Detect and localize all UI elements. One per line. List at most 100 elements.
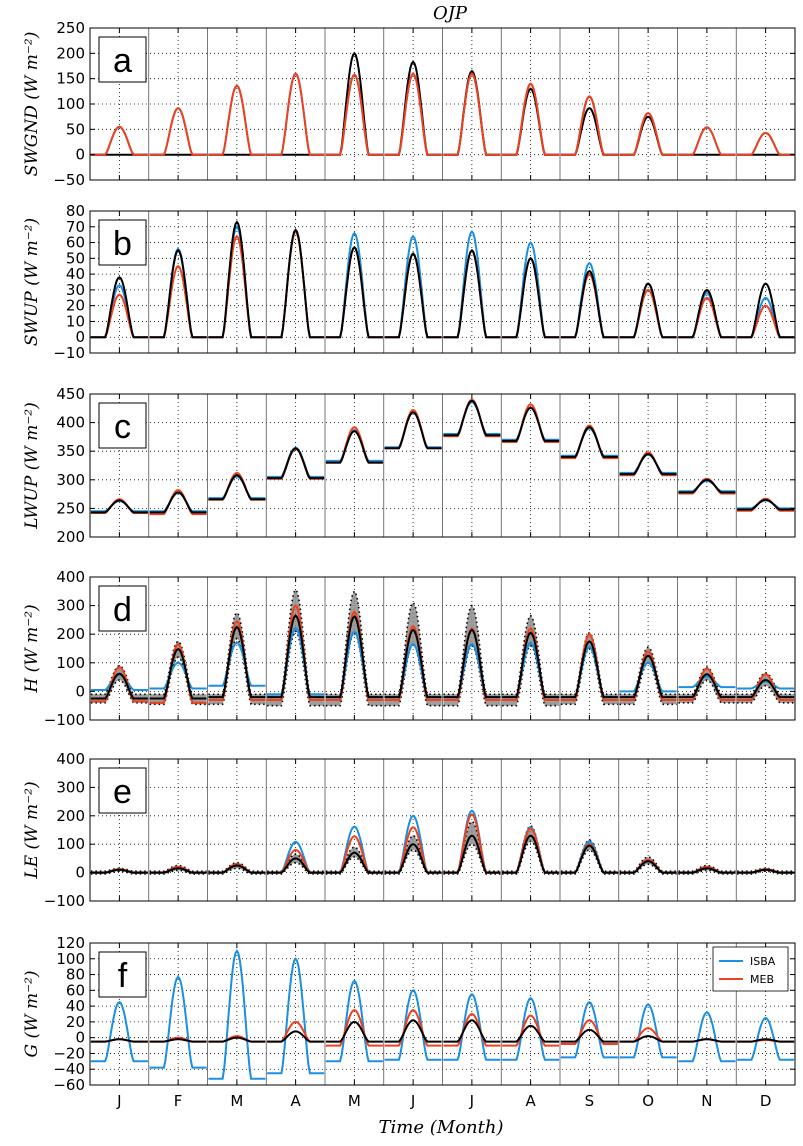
y-tick-label: −50 <box>53 171 85 189</box>
panel-label: d <box>113 591 132 629</box>
panel-label-box <box>98 36 147 83</box>
panel-label: b <box>113 225 132 263</box>
y-tick-label: 100 <box>56 654 85 672</box>
series-obs-line <box>90 614 795 700</box>
y-tick-label: 100 <box>56 95 85 113</box>
x-tick-label: A <box>290 1092 301 1110</box>
y-tick-label: 0 <box>75 146 85 164</box>
obs-lower-line <box>90 840 795 875</box>
legend-label-isba: ISBA <box>750 955 776 968</box>
x-tick-label: J <box>116 1092 121 1110</box>
y-axis-label: H (W m⁻²) <box>22 604 42 693</box>
y-axis-label: LWUP (W m⁻²) <box>22 402 42 530</box>
y-tick-label: 20 <box>66 1013 85 1031</box>
y-tick-label: 400 <box>56 750 85 768</box>
y-tick-label: 80 <box>66 966 85 984</box>
y-tick-label: −40 <box>53 1060 85 1078</box>
x-tick-label: O <box>642 1092 654 1110</box>
y-tick-label: 60 <box>66 981 85 999</box>
panel-e: −100 0 100 200 300 400 e LE (W m⁻²) <box>22 750 796 910</box>
series-meb-line <box>90 604 795 704</box>
y-tick-label: 30 <box>66 281 85 299</box>
y-tick-label: 300 <box>56 471 85 489</box>
y-tick-label: −100 <box>44 711 85 729</box>
series-meb-line <box>90 398 795 516</box>
panel-c: 200 250 300 350 400 450 c LWUP (W m⁻²) <box>22 385 796 546</box>
x-tick-label: S <box>585 1092 595 1110</box>
panel-a: −50 0 50 100 150 200 250 a SWGND (W m⁻²) <box>22 19 796 189</box>
y-tick-label: −10 <box>53 344 85 362</box>
y-tick-label: 400 <box>56 414 85 432</box>
y-tick-label: 50 <box>66 120 85 138</box>
panel-label-box <box>98 951 147 998</box>
y-tick-label: 120 <box>56 934 85 952</box>
panel-frame <box>89 942 796 1086</box>
y-tick-label: 450 <box>56 385 85 403</box>
y-tick-label: 20 <box>66 297 85 315</box>
series-obs-line <box>90 834 795 874</box>
panel-label: e <box>113 773 132 811</box>
y-tick-label: 40 <box>66 997 85 1015</box>
y-tick-label: 300 <box>56 597 85 615</box>
y-tick-label: 60 <box>66 234 85 252</box>
y-tick-label: 0 <box>75 864 85 882</box>
series-obs-line <box>90 399 795 514</box>
y-tick-label: 0 <box>75 328 85 346</box>
y-tick-label: 70 <box>66 218 85 236</box>
x-tick-label: N <box>701 1092 712 1110</box>
y-tick-label: 40 <box>66 265 85 283</box>
x-tick-label: F <box>174 1092 183 1110</box>
y-tick-label: 200 <box>56 528 85 546</box>
series-obs-line <box>90 220 795 339</box>
panel-label-box <box>98 402 147 449</box>
x-tick-label: J <box>469 1092 474 1110</box>
series-meb-line <box>90 72 795 156</box>
panel-label-box <box>98 767 147 814</box>
y-axis-label: LE (W m⁻²) <box>22 781 42 879</box>
legend-label-meb: MEB <box>750 973 774 986</box>
panel-label: c <box>114 408 131 446</box>
panel-label: a <box>113 42 132 80</box>
y-axis-label: SWGND (W m⁻²) <box>22 32 42 177</box>
y-tick-label: 250 <box>56 499 85 517</box>
series-isba-line <box>90 949 795 1080</box>
y-tick-label: 400 <box>56 568 85 586</box>
y-axis-label: SWUP (W m⁻²) <box>22 218 42 346</box>
series-isba-line <box>90 626 795 699</box>
y-tick-label: 200 <box>56 807 85 825</box>
y-tick-label: 150 <box>56 70 85 88</box>
y-tick-label: −100 <box>44 892 85 910</box>
series-obs-line <box>90 51 795 156</box>
panel-label-box <box>98 219 147 266</box>
x-tick-label: D <box>760 1092 772 1110</box>
y-tick-label: 300 <box>56 778 85 796</box>
y-tick-label: −20 <box>53 1044 85 1062</box>
y-tick-label: 80 <box>66 202 85 220</box>
y-tick-label: −60 <box>53 1076 85 1094</box>
x-tick-label: A <box>525 1092 536 1110</box>
x-tick-label: M <box>230 1092 243 1110</box>
y-tick-label: 0 <box>75 682 85 700</box>
series-obs-line <box>90 1019 795 1043</box>
legend: ISBA MEB <box>712 946 789 992</box>
panel-frame <box>89 393 796 538</box>
y-tick-label: 100 <box>56 950 85 968</box>
y-tick-label: 50 <box>66 249 85 267</box>
y-tick-label: 350 <box>56 442 85 460</box>
y-tick-label: 10 <box>66 312 85 330</box>
x-tick-label: M <box>348 1092 361 1110</box>
chart-title: OJP <box>433 3 468 24</box>
x-tick-label: J <box>410 1092 415 1110</box>
panel-frame <box>89 576 796 721</box>
y-tick-label: 0 <box>75 1029 85 1047</box>
x-axis-label: Time (Month) <box>379 1117 504 1138</box>
y-tick-label: 100 <box>56 835 85 853</box>
y-tick-label: 250 <box>56 19 85 37</box>
panel-d: −100 0 100 200 300 400 d H (W m⁻²) <box>22 568 796 729</box>
y-tick-label: 200 <box>56 44 85 62</box>
